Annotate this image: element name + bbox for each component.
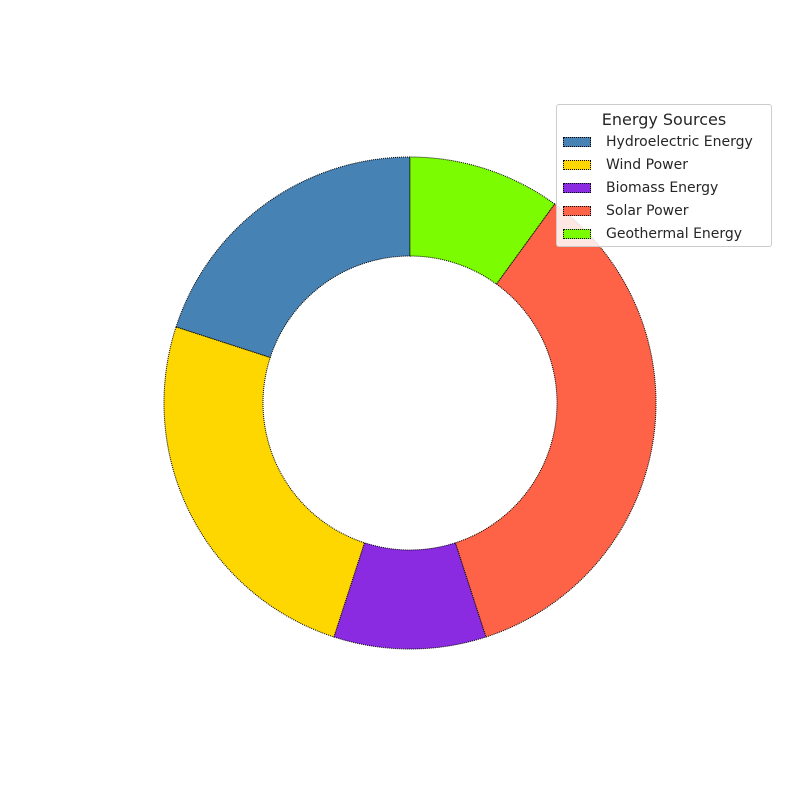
legend-item-biomass-energy: Biomass Energy xyxy=(557,177,771,200)
slice-biomass-energy xyxy=(333,542,487,650)
legend-item-hydroelectric-energy: Hydroelectric Energy xyxy=(557,131,771,154)
legend-label: Hydroelectric Energy xyxy=(606,134,753,151)
legend-item-solar-power: Solar Power xyxy=(557,199,771,222)
slice-geothermal-energy xyxy=(409,156,556,285)
legend-title: Energy Sources xyxy=(601,110,727,129)
legend-label: Solar Power xyxy=(606,202,689,219)
legend-item-wind-power: Wind Power xyxy=(557,154,771,177)
slice-wind-power xyxy=(163,326,366,638)
legend-label: Biomass Energy xyxy=(606,179,719,196)
legend-swatch xyxy=(563,182,591,193)
legend-swatch xyxy=(563,137,591,148)
legend-label: Wind Power xyxy=(606,157,688,174)
slice-hydroelectric-energy xyxy=(175,156,411,359)
chart-legend: Energy Sources Hydroelectric Energy Wind … xyxy=(556,104,772,247)
legend-item-geothermal-energy: Geothermal Energy xyxy=(557,222,771,245)
legend-label: Geothermal Energy xyxy=(606,225,743,242)
legend-swatch xyxy=(563,228,591,239)
donut-slices xyxy=(163,156,657,650)
legend-swatch xyxy=(563,205,591,216)
legend-items: Hydroelectric Energy Wind Power Biomass En… xyxy=(557,131,771,245)
legend-swatch xyxy=(563,160,591,171)
